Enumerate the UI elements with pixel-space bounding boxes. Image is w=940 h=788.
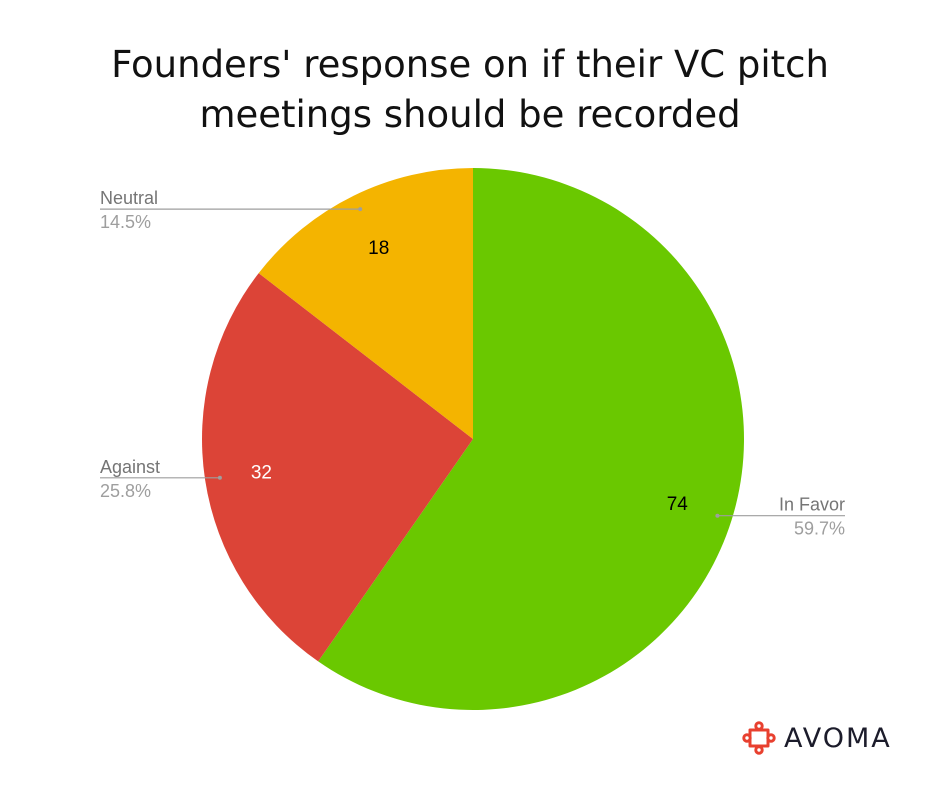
slice-value-neutral: 18 xyxy=(368,238,389,259)
pie-slice-neutral xyxy=(258,168,473,439)
slice-label-neutral: Neutral xyxy=(100,188,158,208)
slice-percent-against: 25.8% xyxy=(100,481,151,501)
slice-label-against: Against xyxy=(100,457,160,477)
pie-slice-in-favor xyxy=(318,168,744,711)
pie-slice-against xyxy=(202,273,474,662)
chart-title-line-2: meetings should be recorded xyxy=(199,93,741,136)
brand-logo: AVOMA xyxy=(742,718,892,758)
slice-value-in-favor: 74 xyxy=(667,494,689,515)
chart-title-line-1: Founders' response on if their VC pitch xyxy=(111,43,829,86)
avoma-logo-icon xyxy=(742,721,776,755)
chart-title: Founders' response on if their VC pitch … xyxy=(0,40,940,140)
slice-percent-in-favor: 59.7% xyxy=(794,519,845,539)
slice-label-in-favor: In Favor xyxy=(779,495,845,515)
slice-value-against: 32 xyxy=(251,462,272,483)
brand-name: AVOMA xyxy=(784,722,892,754)
slice-percent-neutral: 14.5% xyxy=(100,212,151,232)
